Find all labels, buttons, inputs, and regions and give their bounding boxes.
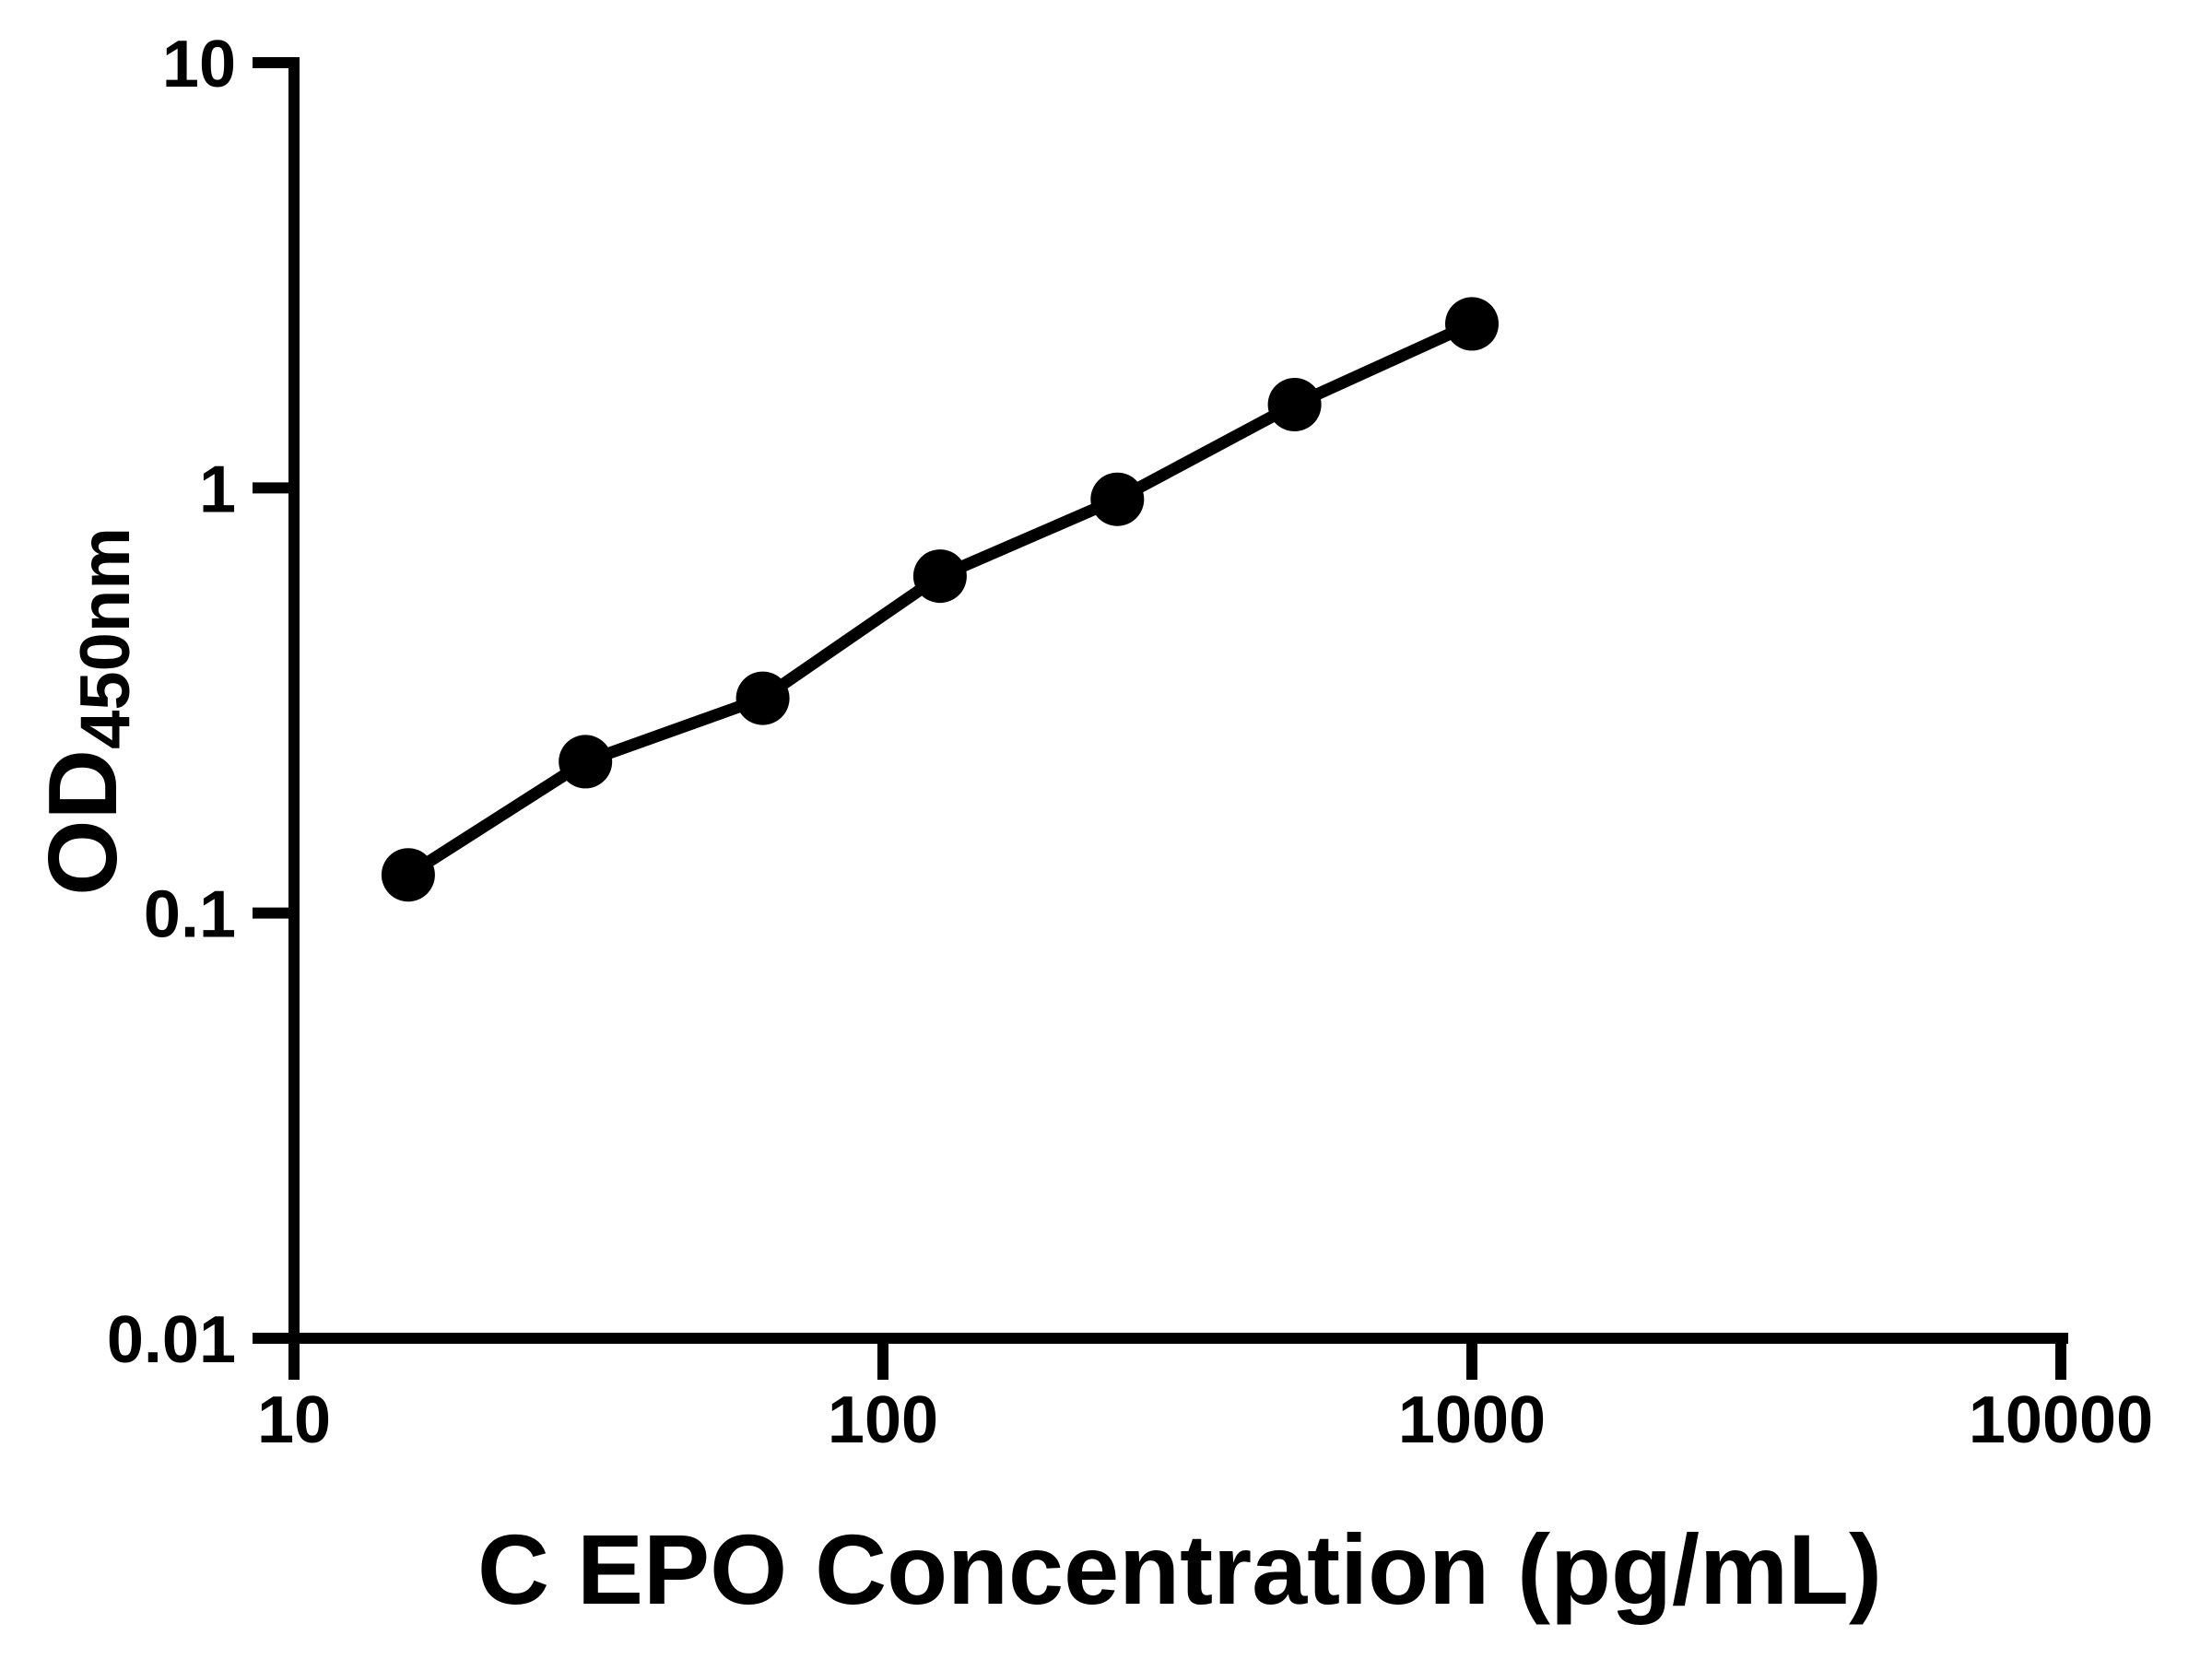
data-point <box>735 671 790 725</box>
y-axis-title-main: OD <box>29 749 137 896</box>
y-axis-title: OD450nm <box>29 527 145 896</box>
plot-area: 10 100 1000 10000 0.01 0.1 1 10 <box>107 28 2153 1457</box>
data-point <box>1267 378 1322 431</box>
data-point <box>1445 297 1499 351</box>
x-tick-label: 10000 <box>1969 1383 2153 1457</box>
data-point <box>381 848 435 902</box>
x-tick-label: 1000 <box>1398 1383 1546 1457</box>
y-tick-label: 0.1 <box>144 878 236 952</box>
y-tick-label: 1 <box>199 453 236 526</box>
y-tick-label: 0.01 <box>107 1303 236 1377</box>
data-point <box>1090 472 1145 526</box>
data-point <box>559 735 613 789</box>
y-axis-title-subscript: 450nm <box>66 527 145 749</box>
y-tick-label: 10 <box>162 28 236 101</box>
x-axis-title: C EPO Concentration (pg/mL) <box>477 1513 1882 1625</box>
x-tick-label: 10 <box>257 1383 331 1457</box>
x-tick-label: 100 <box>828 1383 938 1457</box>
data-point <box>912 549 967 604</box>
